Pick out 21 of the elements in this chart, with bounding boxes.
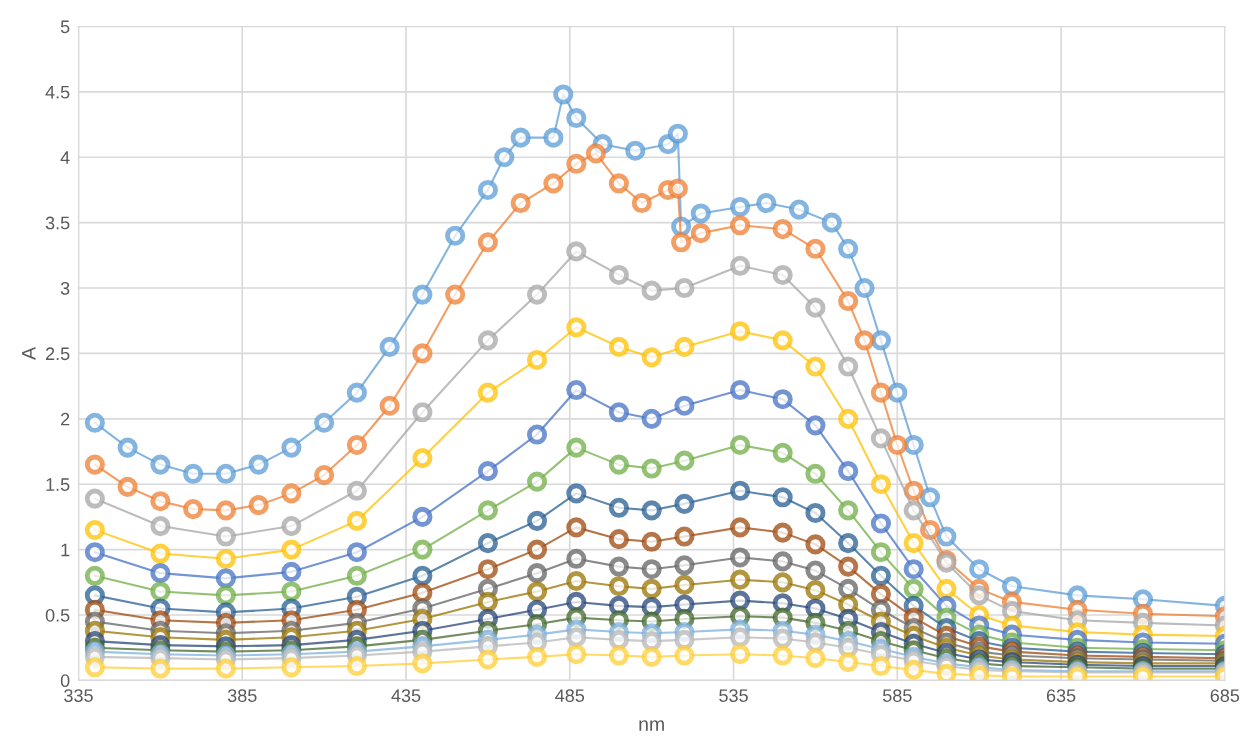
y-tick-label: 5 [60, 20, 70, 34]
y-tick-label: 1.5 [46, 478, 70, 491]
y-tick-label: 0.5 [45, 608, 70, 622]
y-tick-label: 3.5 [45, 216, 70, 230]
y-tick-label: 1 [61, 543, 70, 557]
x-tick-label: 685 [1210, 689, 1240, 702]
y-tick-label: 2 [61, 412, 70, 426]
x-tick-label: 335 [64, 689, 93, 702]
x-tick-label: 635 [1046, 689, 1076, 702]
y-tick-label: 0 [60, 674, 70, 688]
y-tick-label: 4 [60, 151, 70, 164]
y-tick-label: 2.5 [45, 347, 70, 361]
x-tick-label: 385 [227, 689, 257, 702]
x-tick-label: 435 [391, 689, 421, 702]
x-tick-label: 585 [882, 689, 912, 702]
x-axis-title: nm [639, 720, 664, 731]
y-tick-label: 3 [60, 281, 70, 295]
x-tick-label: 535 [719, 689, 748, 702]
y-axis-title: A [22, 346, 36, 360]
x-tick-label: 485 [555, 689, 585, 702]
y-tick-label: 4.5 [45, 85, 70, 99]
